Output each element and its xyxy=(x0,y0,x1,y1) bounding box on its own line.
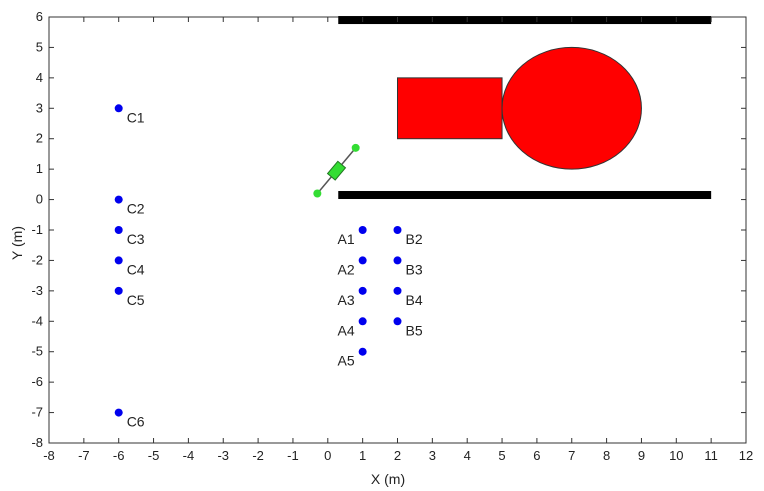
x-tick-label: -8 xyxy=(43,448,55,463)
x-tick-label: 12 xyxy=(739,448,753,463)
data-point-a3 xyxy=(358,286,367,295)
y-tick-label: 2 xyxy=(36,131,43,146)
point-label: C5 xyxy=(127,292,145,308)
x-axis-label: X (m) xyxy=(371,471,405,487)
point-label: A2 xyxy=(338,261,355,277)
x-tick-label: -1 xyxy=(287,448,299,463)
data-point-c2 xyxy=(114,195,123,204)
circle-obstacle xyxy=(501,46,642,170)
point-label: C2 xyxy=(127,201,145,217)
y-tick-label: 3 xyxy=(36,100,43,115)
x-tick-label: -3 xyxy=(217,448,229,463)
y-tick-label: 0 xyxy=(36,192,43,207)
point-label: B3 xyxy=(406,261,423,277)
point-label: A5 xyxy=(338,353,355,369)
x-tick-label: -6 xyxy=(113,448,125,463)
robot-endpoint xyxy=(351,143,360,152)
y-tick-label: 4 xyxy=(36,70,43,85)
x-tick-label: 9 xyxy=(638,448,645,463)
point-label: C1 xyxy=(127,109,145,125)
y-tick-label: 1 xyxy=(36,161,43,176)
y-tick-label: -8 xyxy=(31,435,43,450)
y-axis-label: Y (m) xyxy=(9,226,25,260)
data-point-a5 xyxy=(358,347,367,356)
data-point-c4 xyxy=(114,256,123,265)
robot-endpoint xyxy=(313,189,322,198)
data-point-c6 xyxy=(114,408,123,417)
y-tick-label: -4 xyxy=(31,313,43,328)
x-tick-label: 7 xyxy=(568,448,575,463)
x-tick-label: 11 xyxy=(704,448,718,463)
point-label: A1 xyxy=(338,231,355,247)
x-tick-label: 2 xyxy=(394,448,401,463)
point-label: B5 xyxy=(406,322,423,338)
data-point-c3 xyxy=(114,226,123,234)
x-tick-label: 5 xyxy=(498,448,505,463)
obstacles-layer xyxy=(397,46,642,170)
x-tick-label: 10 xyxy=(669,448,683,463)
y-tick-label: -6 xyxy=(31,374,43,389)
x-tick-label: 1 xyxy=(359,448,366,463)
x-tick-label: 6 xyxy=(533,448,540,463)
wall-bar xyxy=(338,16,712,25)
y-tick-label: -5 xyxy=(31,344,43,359)
point-label: C4 xyxy=(127,261,145,277)
point-label: C6 xyxy=(127,414,145,430)
walls-layer xyxy=(338,16,712,200)
point-label: A4 xyxy=(338,322,355,338)
robot-layer xyxy=(313,143,360,198)
point-label: C3 xyxy=(127,231,145,247)
y-tick-label: -1 xyxy=(31,222,43,237)
y-tick-label: 5 xyxy=(36,39,43,54)
data-point-c5 xyxy=(114,286,123,295)
x-tick-label: -5 xyxy=(148,448,160,463)
x-tick-label: 4 xyxy=(464,448,471,463)
x-axis-ticks: -8 -7 -6 -5 -4 -3 -2 -1 0 1 2 3 4 5 6 7 8 9 10 11 12 xyxy=(43,17,753,463)
y-tick-label: 6 xyxy=(36,9,43,24)
data-point-a4 xyxy=(358,317,367,326)
y-tick-label: -2 xyxy=(31,252,43,267)
wall-bar xyxy=(338,191,712,200)
point-label: B2 xyxy=(406,231,423,247)
y-tick-label: -7 xyxy=(31,405,43,420)
data-point-b5 xyxy=(393,317,402,326)
x-tick-label: -7 xyxy=(78,448,90,463)
y-axis-ticks: 6 5 4 3 2 1 0 -1 -2 -3 -4 -5 -6 -7 -8 xyxy=(31,9,746,450)
data-point-b2 xyxy=(393,226,402,234)
point-label: A3 xyxy=(338,292,355,308)
robot-body xyxy=(326,160,347,181)
x-tick-label: -2 xyxy=(252,448,264,463)
data-point-c1 xyxy=(114,104,123,113)
point-label: B4 xyxy=(406,292,423,308)
data-point-a1 xyxy=(358,226,367,234)
x-tick-label: 8 xyxy=(603,448,610,463)
y-tick-label: -3 xyxy=(31,283,43,298)
data-point-a2 xyxy=(358,256,367,265)
rectangle-obstacle xyxy=(397,77,503,140)
x-tick-label: 0 xyxy=(324,448,331,463)
x-tick-label: 3 xyxy=(429,448,436,463)
points-layer: C1 C2 C3 C4 C5 C6 A1 A2 A3 A4 A5 B2 B3 B4 B5 xyxy=(114,104,423,430)
x-tick-label: -4 xyxy=(183,448,195,463)
data-point-b3 xyxy=(393,256,402,265)
data-point-b4 xyxy=(393,286,402,295)
